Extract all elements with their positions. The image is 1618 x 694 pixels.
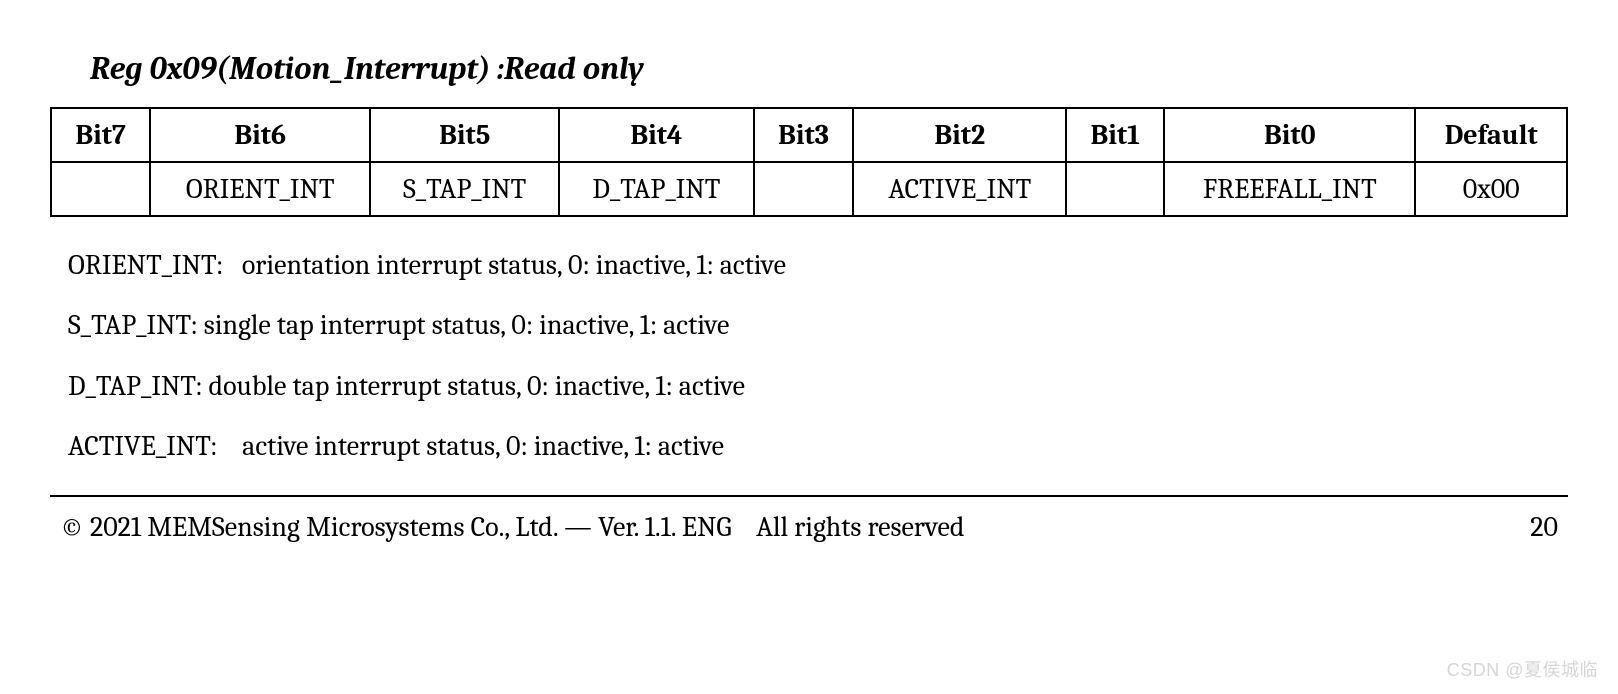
cell-bit1 [1066, 162, 1164, 216]
register-title: Reg 0x09(Motion_Interrupt) :Read only [90, 50, 1568, 87]
desc-active-int: ACTIVE_INT: active interrupt status, 0: … [68, 428, 1568, 464]
desc-d-tap-int: D_TAP_INT: double tap interrupt status, … [68, 368, 1568, 404]
table-header-row: Bit7 Bit6 Bit5 Bit4 Bit3 Bit2 Bit1 Bit0 … [51, 108, 1567, 162]
col-bit2: Bit2 [853, 108, 1066, 162]
col-bit7: Bit7 [51, 108, 150, 162]
footer-copyright: © 2021 MEMSensing Microsystems Co., Ltd.… [60, 511, 964, 543]
watermark-text: CSDN @夏侯城临 [1447, 656, 1598, 682]
cell-default: 0x00 [1415, 162, 1567, 216]
footer-page-number: 20 [1530, 511, 1558, 543]
cell-bit3 [754, 162, 854, 216]
page-footer: © 2021 MEMSensing Microsystems Co., Ltd.… [50, 497, 1568, 543]
col-bit3: Bit3 [754, 108, 854, 162]
desc-s-tap-int: S_TAP_INT: single tap interrupt status, … [68, 307, 1568, 343]
table-data-row: ORIENT_INT S_TAP_INT D_TAP_INT ACTIVE_IN… [51, 162, 1567, 216]
bit-descriptions: ORIENT_INT: orientation interrupt status… [68, 247, 1568, 465]
col-bit0: Bit0 [1164, 108, 1415, 162]
col-bit4: Bit4 [559, 108, 754, 162]
desc-orient-int: ORIENT_INT: orientation interrupt status… [68, 247, 1568, 283]
col-bit6: Bit6 [150, 108, 370, 162]
cell-bit0: FREEFALL_INT [1164, 162, 1415, 216]
cell-bit2: ACTIVE_INT [853, 162, 1066, 216]
col-default: Default [1415, 108, 1567, 162]
bit-table: Bit7 Bit6 Bit5 Bit4 Bit3 Bit2 Bit1 Bit0 … [50, 107, 1568, 217]
cell-bit7 [51, 162, 150, 216]
cell-bit4: D_TAP_INT [559, 162, 754, 216]
cell-bit6: ORIENT_INT [150, 162, 370, 216]
col-bit1: Bit1 [1066, 108, 1164, 162]
cell-bit5: S_TAP_INT [370, 162, 559, 216]
col-bit5: Bit5 [370, 108, 559, 162]
